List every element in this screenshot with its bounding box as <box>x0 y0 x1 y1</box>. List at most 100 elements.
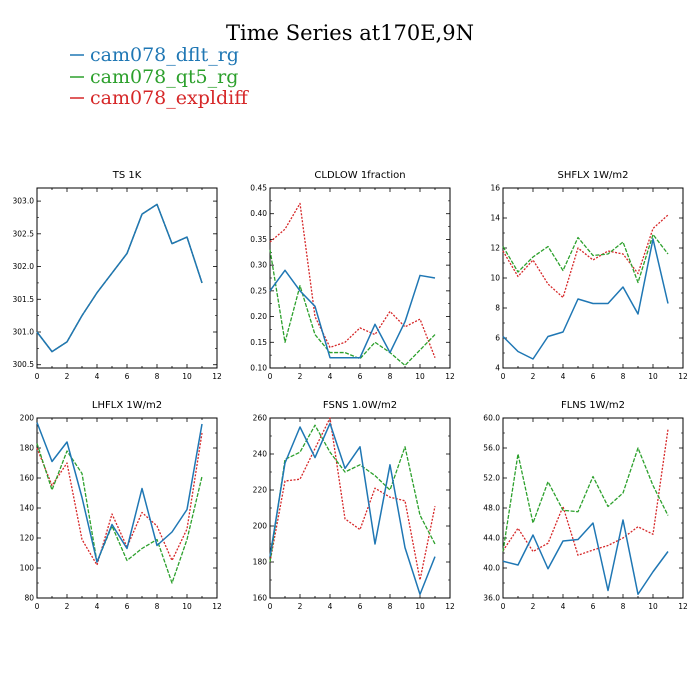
x-tick-label: 10 <box>415 602 425 611</box>
panel-2: CLDLOW 1fraction 0 2 4 6 8 10 12 0.10 0.15 0.20 0.2… <box>250 170 455 381</box>
panel-title: FLNS 1W/m2 <box>561 400 625 411</box>
x-tick-label: 8 <box>621 602 626 611</box>
y-tick-label: 14 <box>490 214 500 223</box>
panel-6: FLNS 1W/m2 0 2 4 6 8 10 12 36.0 40.0 44.0 48.0 52.0 5… <box>483 400 688 611</box>
series-line-cam078_dflt_rg <box>269 269 436 359</box>
series-line-cam078_dflt_rg <box>36 203 203 353</box>
y-tick-label: 302.0 <box>13 262 35 271</box>
series-line-cam078_dflt_rg <box>36 422 203 563</box>
y-tick-label: 40.0 <box>483 564 500 573</box>
x-tick-label: 6 <box>358 372 363 381</box>
panel-4: LHFLX 1W/m2 0 2 4 6 8 10 12 80 100 120 140 160 180 200 <box>20 400 222 611</box>
x-tick-label: 6 <box>591 372 596 381</box>
x-tick-label: 10 <box>415 372 425 381</box>
series-line-cam078_qt5_rg <box>36 443 203 584</box>
x-tick-label: 4 <box>328 602 333 611</box>
panel-title: SHFLX 1W/m2 <box>558 170 629 181</box>
x-tick-label: 10 <box>182 372 192 381</box>
series-line-cam078_expldiff <box>36 203 203 353</box>
x-tick-label: 2 <box>65 372 70 381</box>
x-tick-label: 2 <box>298 602 303 611</box>
y-tick-label: 52.0 <box>483 474 500 483</box>
series-line-cam078_qt5_rg <box>502 447 669 552</box>
y-tick-label: 0.40 <box>250 209 267 218</box>
x-tick-label: 2 <box>531 372 536 381</box>
series-line-cam078_qt5_rg <box>502 233 669 284</box>
y-tick-label: 260 <box>253 414 268 423</box>
x-tick-label: 4 <box>561 372 566 381</box>
plot-frame <box>269 187 451 369</box>
y-tick-label: 16 <box>490 184 500 193</box>
x-tick-label: 4 <box>328 372 333 381</box>
x-tick-label: 0 <box>501 372 506 381</box>
x-tick-label: 12 <box>445 372 455 381</box>
x-tick-label: 2 <box>531 602 536 611</box>
y-tick-label: 200 <box>253 522 268 531</box>
y-tick-label: 48.0 <box>483 504 500 513</box>
series-line-cam078_expldiff <box>269 202 436 358</box>
y-tick-label: 0.25 <box>250 286 267 295</box>
series-line-cam078_dflt_rg <box>269 422 436 596</box>
series-line-cam078_expldiff <box>502 429 669 556</box>
y-tick-label: 36.0 <box>483 594 500 603</box>
panel-title: LHFLX 1W/m2 <box>92 400 162 411</box>
y-tick-label: 220 <box>253 486 268 495</box>
x-tick-label: 2 <box>65 602 70 611</box>
x-tick-label: 8 <box>388 602 393 611</box>
x-tick-label: 12 <box>678 602 688 611</box>
x-tick-label: 0 <box>501 602 506 611</box>
y-tick-label: 0.20 <box>250 312 267 321</box>
y-tick-label: 0.35 <box>250 235 267 244</box>
series-line-cam078_expldiff <box>502 214 669 299</box>
x-tick-label: 4 <box>95 372 100 381</box>
x-tick-label: 10 <box>648 602 658 611</box>
x-tick-label: 10 <box>648 372 658 381</box>
y-tick-label: 160 <box>20 474 35 483</box>
panel-title: TS 1K <box>112 170 142 181</box>
series-line-cam078_dflt_rg <box>502 519 669 595</box>
y-tick-label: 4 <box>495 364 500 373</box>
legend-label-expldiff: cam078_expldiff <box>90 87 249 109</box>
y-tick-label: 240 <box>253 450 268 459</box>
x-tick-label: 6 <box>125 372 130 381</box>
figure-title: Time Series at170E,9N <box>226 21 474 45</box>
plot-frame <box>502 417 684 599</box>
y-tick-label: 6 <box>495 334 500 343</box>
x-tick-label: 0 <box>268 602 273 611</box>
x-tick-label: 10 <box>182 602 192 611</box>
x-tick-label: 12 <box>212 372 222 381</box>
plot-frame <box>502 187 684 369</box>
y-tick-label: 44.0 <box>483 534 500 543</box>
series-line-cam078_qt5_rg <box>269 249 436 367</box>
x-tick-label: 8 <box>621 372 626 381</box>
y-tick-label: 100 <box>20 564 35 573</box>
x-tick-label: 6 <box>358 602 363 611</box>
x-tick-label: 8 <box>155 372 160 381</box>
x-tick-label: 0 <box>35 372 40 381</box>
y-tick-label: 301.0 <box>13 328 35 337</box>
panel-1: TS 1K 0 2 4 6 8 10 12 300.5 301.0 301.5 302.0 302.5 3… <box>13 170 222 381</box>
y-tick-label: 12 <box>490 244 500 253</box>
y-tick-label: 180 <box>253 558 268 567</box>
y-tick-label: 160 <box>253 594 268 603</box>
series-line-cam078_qt5_rg <box>36 203 203 353</box>
legend: cam078_dflt_rg cam078_qt5_rg cam078_expl… <box>70 44 249 109</box>
y-tick-label: 120 <box>20 534 35 543</box>
y-tick-label: 0.10 <box>250 364 267 373</box>
legend-label-qt5: cam078_qt5_rg <box>90 66 238 88</box>
y-tick-label: 56.0 <box>483 444 500 453</box>
y-tick-label: 303.0 <box>13 197 35 206</box>
y-tick-label: 180 <box>20 444 35 453</box>
legend-label-dflt: cam078_dflt_rg <box>90 44 239 66</box>
y-tick-label: 140 <box>20 504 35 513</box>
y-tick-label: 300.5 <box>13 360 35 369</box>
y-tick-label: 80 <box>24 594 34 603</box>
series-line-cam078_dflt_rg <box>502 238 669 360</box>
x-tick-label: 2 <box>298 372 303 381</box>
y-tick-label: 0.15 <box>250 338 267 347</box>
plot-frame <box>36 187 218 369</box>
x-tick-label: 8 <box>155 602 160 611</box>
y-tick-label: 60.0 <box>483 414 500 423</box>
x-tick-label: 0 <box>35 602 40 611</box>
